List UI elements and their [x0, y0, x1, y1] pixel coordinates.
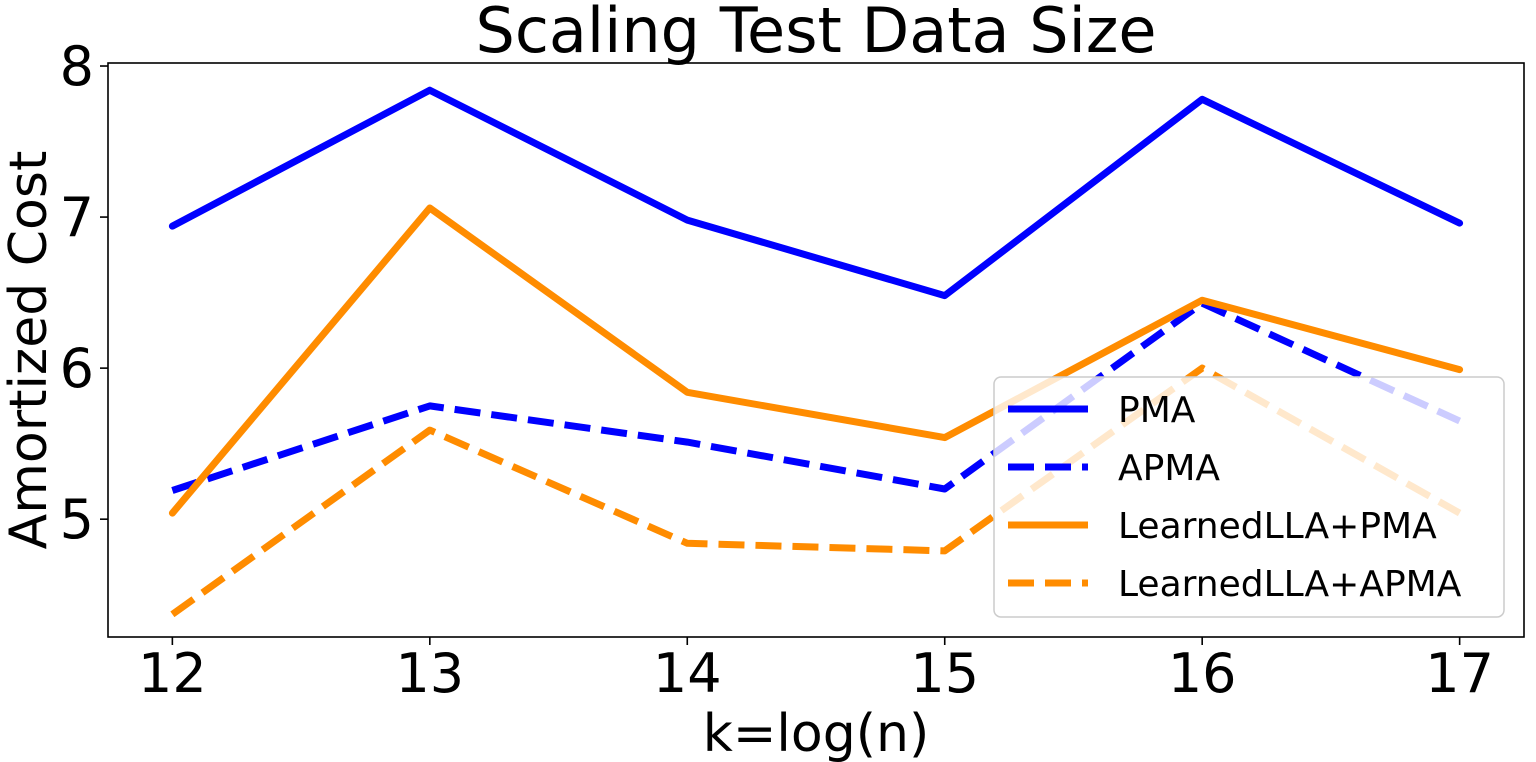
legend-label-3: LearnedLLA+PMA [1118, 506, 1437, 547]
legend: PMA APMA LearnedLLA+PMA LearnedLLA+APMA [993, 376, 1505, 618]
y-axis-label: Amortized Cost [0, 151, 59, 550]
x-tick-label: 13 [395, 642, 464, 705]
x-tick-label: 15 [910, 642, 979, 705]
x-axis-label: k=log(n) [703, 704, 929, 762]
series-line-2 [171, 299, 1462, 494]
legend-label-1: PMA [1118, 390, 1196, 431]
legend-box [993, 376, 1505, 618]
chart-title: Scaling Test Data Size [475, 0, 1156, 67]
x-tick-label: 14 [653, 642, 722, 705]
y-tick-label: 5 [60, 488, 94, 551]
x-tick-label: 16 [1168, 642, 1237, 705]
series-layer [168, 86, 1464, 618]
series-line-3 [168, 204, 1464, 517]
y-axis-ticks: 5 6 7 8 [60, 35, 108, 551]
x-tick-label: 17 [1425, 642, 1494, 705]
x-axis-ticks: 12 13 14 15 16 17 [138, 637, 1494, 705]
legend-label-2: APMA [1118, 448, 1220, 489]
y-tick-label: 8 [60, 35, 94, 98]
series-line-1 [168, 86, 1464, 300]
legend-label-4: LearnedLLA+APMA [1118, 564, 1462, 605]
plot-frame [107, 62, 1525, 638]
series-line-4 [170, 364, 1462, 618]
y-tick-label: 6 [60, 337, 94, 400]
y-tick-label: 7 [60, 186, 94, 249]
x-tick-label: 12 [138, 642, 207, 705]
